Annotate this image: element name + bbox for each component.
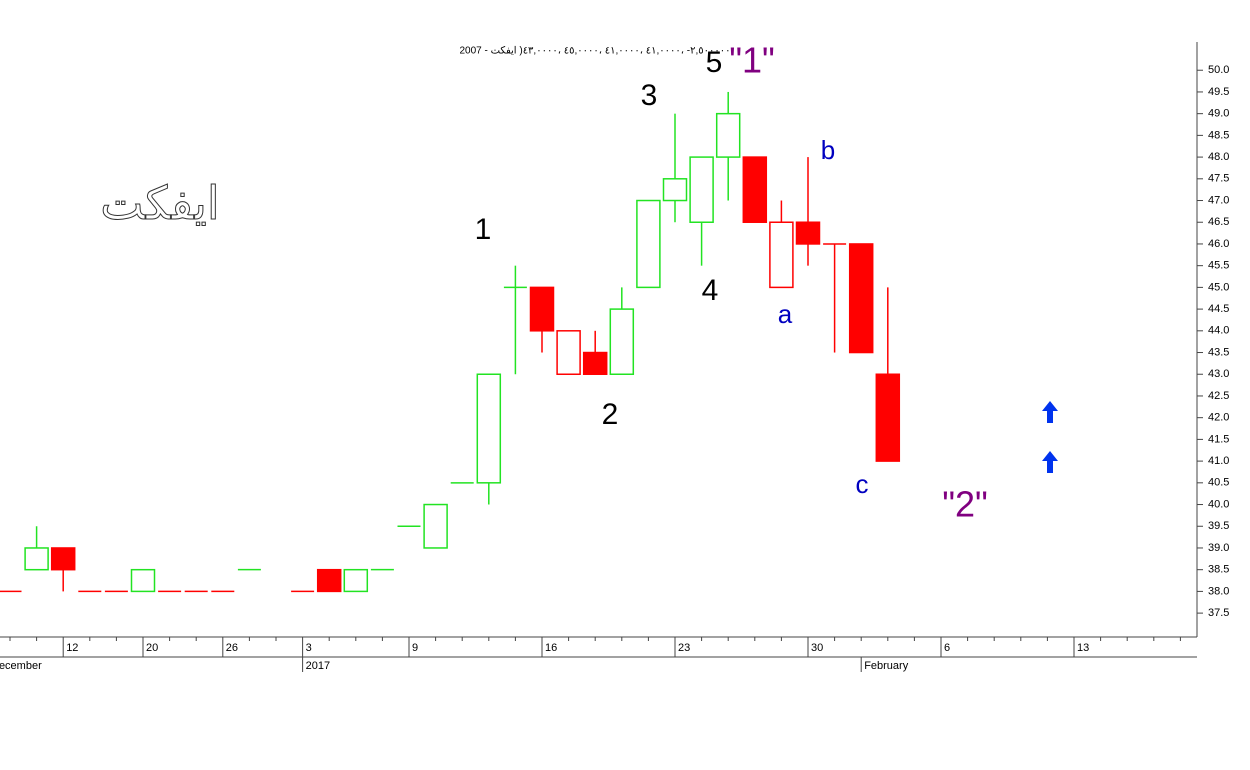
candle-body	[582, 351, 608, 375]
candle-body	[423, 503, 448, 549]
y-tick-label: 47.0	[1208, 194, 1229, 206]
period-label: 2017	[306, 660, 330, 672]
wave-label: 2	[602, 398, 619, 431]
wave-label: c	[856, 469, 869, 499]
y-tick-label: 43.0	[1208, 368, 1229, 380]
y-tick-label: 44.0	[1208, 325, 1229, 337]
candle-body	[476, 373, 502, 484]
x-tick-label: 3	[306, 642, 312, 654]
header: 2007 - ٢,٥٠٠٠٠٠- ،٤١,٠٠٠٠ ،٤١,٠٠٠٠ ،٤٥,٠…	[459, 46, 730, 57]
y-tick-label: 44.5	[1208, 303, 1229, 315]
x-tick-label: 30	[811, 642, 823, 654]
candle-body	[50, 547, 76, 571]
y-tick-label: 46.5	[1208, 216, 1229, 228]
y-tick-label: 48.5	[1208, 129, 1229, 141]
wave-label: 5	[706, 46, 723, 79]
wave-label: 1	[475, 213, 492, 246]
wave-label: 3	[641, 79, 658, 112]
y-tick-label: 42.0	[1208, 412, 1229, 424]
y-tick-label: 39.5	[1208, 520, 1229, 532]
candle-body	[875, 373, 901, 462]
candle-body	[636, 199, 661, 289]
y-tick-label: 40.5	[1208, 477, 1229, 489]
logo: ايفكت	[100, 177, 219, 229]
arrow-up	[1042, 401, 1058, 423]
y-tick-label: 43.5	[1208, 346, 1229, 358]
y-tick-label: 49.0	[1208, 108, 1229, 120]
candle-body	[130, 568, 156, 593]
candle-body	[343, 568, 369, 593]
wave-label: 4	[702, 274, 719, 307]
x-tick-label: 9	[412, 642, 418, 654]
y-tick-label: 38.5	[1208, 564, 1229, 576]
x-tick-label: 20	[146, 642, 158, 654]
candle-body	[715, 112, 741, 158]
x-tick-label: 6	[944, 642, 950, 654]
y-tick-label: 39.0	[1208, 542, 1229, 554]
candle-body	[609, 308, 635, 375]
x-tick-label: 13	[1077, 642, 1089, 654]
x-tick-label: 26	[226, 642, 238, 654]
y-tick-label: 37.5	[1208, 607, 1229, 619]
candle-body	[556, 330, 581, 375]
y-tick-label: 46.0	[1208, 238, 1229, 250]
y-tick-label: 41.5	[1208, 433, 1229, 445]
candle-body	[24, 547, 49, 571]
y-tick-label: 49.5	[1208, 86, 1229, 98]
y-tick-label: 42.5	[1208, 390, 1229, 402]
wave-label: b	[821, 135, 835, 165]
wave-label: "1"	[729, 40, 775, 81]
candle-body	[795, 221, 821, 245]
y-tick-label: 41.0	[1208, 455, 1229, 467]
y-tick-label: 45.5	[1208, 260, 1229, 272]
wave-label: a	[778, 299, 793, 329]
wave-label: "2"	[942, 484, 988, 525]
arrow-up	[1042, 451, 1058, 473]
candle-body	[769, 221, 794, 289]
month-label: December	[0, 660, 42, 672]
candle-body	[689, 156, 714, 223]
x-tick-label: 16	[545, 642, 557, 654]
candle-body	[742, 156, 768, 223]
candle-body	[848, 243, 874, 354]
candle-body	[316, 568, 342, 593]
candle-body	[529, 286, 555, 332]
y-tick-label: 50.0	[1208, 64, 1229, 76]
period-label: February	[864, 660, 909, 672]
y-tick-label: 45.0	[1208, 281, 1229, 293]
y-tick-label: 47.5	[1208, 173, 1229, 185]
x-tick-label: 12	[66, 642, 78, 654]
y-tick-label: 48.0	[1208, 151, 1229, 163]
candle-body	[662, 178, 688, 202]
y-tick-label: 40.0	[1208, 498, 1229, 510]
y-tick-label: 38.0	[1208, 585, 1229, 597]
x-tick-label: 23	[678, 642, 690, 654]
